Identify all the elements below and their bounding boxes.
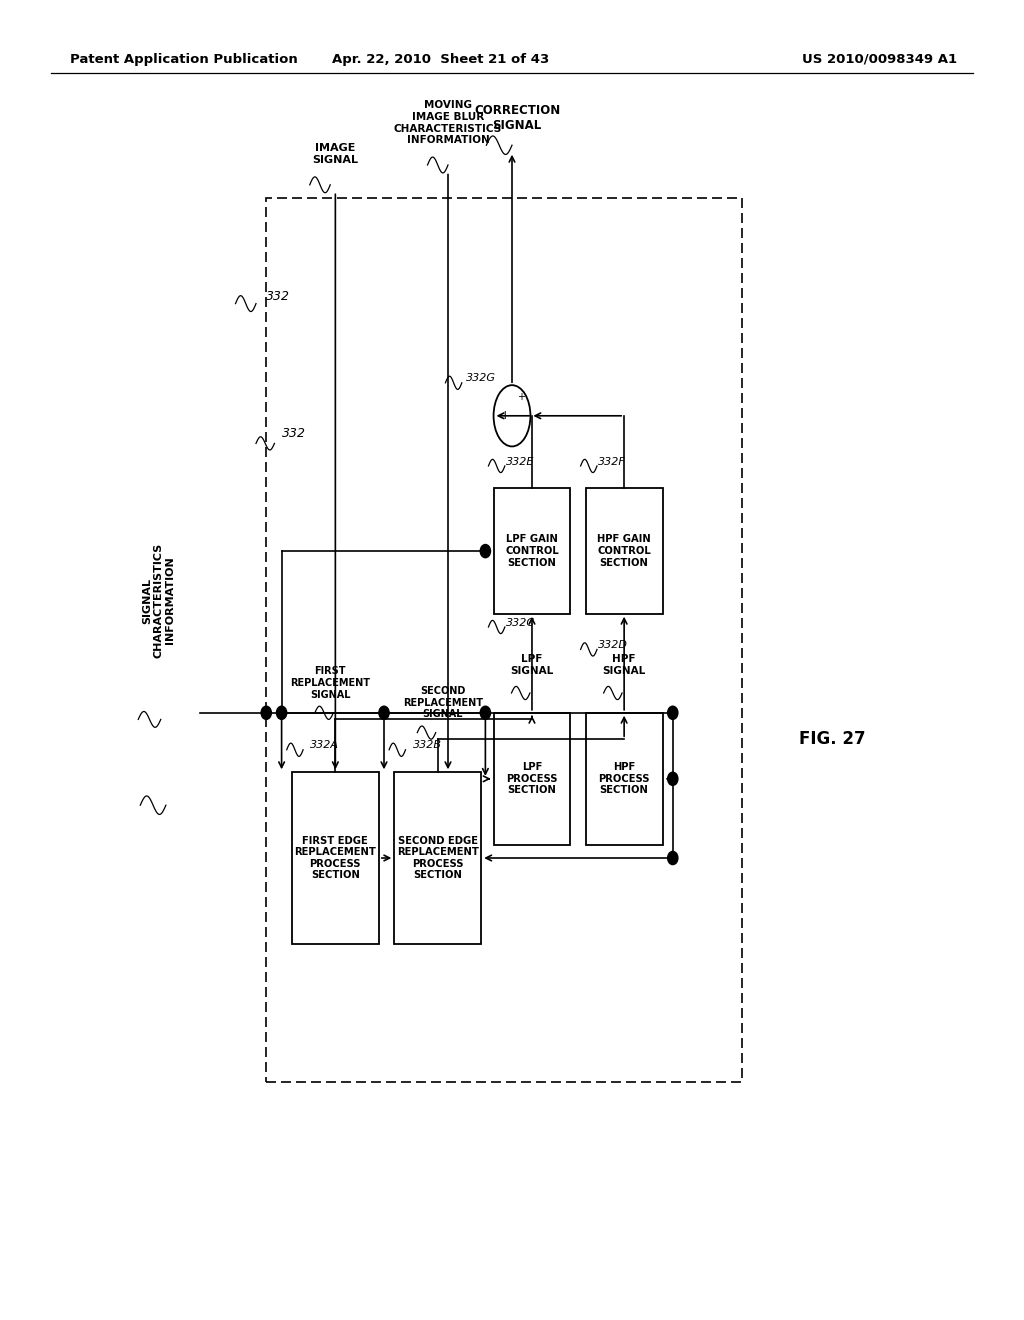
Bar bbox=[494, 713, 570, 845]
Text: MOVING
IMAGE BLUR
CHARACTERISTICS
INFORMATION: MOVING IMAGE BLUR CHARACTERISTICS INFORM… bbox=[394, 100, 502, 145]
Text: 332C: 332C bbox=[506, 618, 535, 628]
Text: +: + bbox=[500, 409, 510, 422]
Text: FIRST
REPLACEMENT
SIGNAL: FIRST REPLACEMENT SIGNAL bbox=[290, 667, 371, 700]
Text: 332E: 332E bbox=[506, 457, 535, 467]
Bar bbox=[586, 488, 663, 614]
Text: LPF
SIGNAL: LPF SIGNAL bbox=[510, 655, 554, 676]
Text: HPF
PROCESS
SECTION: HPF PROCESS SECTION bbox=[598, 762, 650, 796]
Text: +: + bbox=[517, 392, 525, 403]
Circle shape bbox=[261, 706, 271, 719]
Bar bbox=[292, 772, 379, 944]
Text: FIRST EDGE
REPLACEMENT
PROCESS
SECTION: FIRST EDGE REPLACEMENT PROCESS SECTION bbox=[295, 836, 376, 880]
Text: HPF
SIGNAL: HPF SIGNAL bbox=[602, 655, 646, 676]
Text: Apr. 22, 2010  Sheet 21 of 43: Apr. 22, 2010 Sheet 21 of 43 bbox=[332, 53, 549, 66]
Text: LPF GAIN
CONTROL
SECTION: LPF GAIN CONTROL SECTION bbox=[505, 535, 559, 568]
Text: SECOND EDGE
REPLACEMENT
PROCESS
SECTION: SECOND EDGE REPLACEMENT PROCESS SECTION bbox=[397, 836, 478, 880]
Text: 332F: 332F bbox=[598, 457, 626, 467]
Text: LPF
PROCESS
SECTION: LPF PROCESS SECTION bbox=[506, 762, 558, 796]
Text: 332G: 332G bbox=[466, 374, 496, 384]
Text: 332: 332 bbox=[282, 426, 305, 440]
Text: SECOND
REPLACEMENT
SIGNAL: SECOND REPLACEMENT SIGNAL bbox=[402, 686, 483, 719]
Bar bbox=[494, 488, 570, 614]
Text: HPF GAIN
CONTROL
SECTION: HPF GAIN CONTROL SECTION bbox=[597, 535, 651, 568]
Bar bbox=[394, 772, 481, 944]
Text: 332A: 332A bbox=[310, 741, 339, 751]
Text: SIGNAL
CHARACTERISTICS
INFORMATION: SIGNAL CHARACTERISTICS INFORMATION bbox=[142, 543, 175, 659]
Circle shape bbox=[276, 706, 287, 719]
Circle shape bbox=[379, 706, 389, 719]
Circle shape bbox=[668, 706, 678, 719]
Circle shape bbox=[668, 851, 678, 865]
Text: FIG. 27: FIG. 27 bbox=[799, 730, 865, 748]
Text: CORRECTION
SIGNAL: CORRECTION SIGNAL bbox=[474, 104, 560, 132]
Text: 332B: 332B bbox=[413, 741, 441, 751]
Bar bbox=[266, 198, 742, 1082]
Text: Patent Application Publication: Patent Application Publication bbox=[70, 53, 297, 66]
Circle shape bbox=[480, 706, 490, 719]
Text: US 2010/0098349 A1: US 2010/0098349 A1 bbox=[803, 53, 957, 66]
Text: 332D: 332D bbox=[598, 640, 628, 651]
Text: 332: 332 bbox=[266, 290, 290, 304]
Circle shape bbox=[668, 772, 678, 785]
Circle shape bbox=[480, 544, 490, 557]
Text: IMAGE
SIGNAL: IMAGE SIGNAL bbox=[312, 144, 358, 165]
Bar bbox=[586, 713, 663, 845]
